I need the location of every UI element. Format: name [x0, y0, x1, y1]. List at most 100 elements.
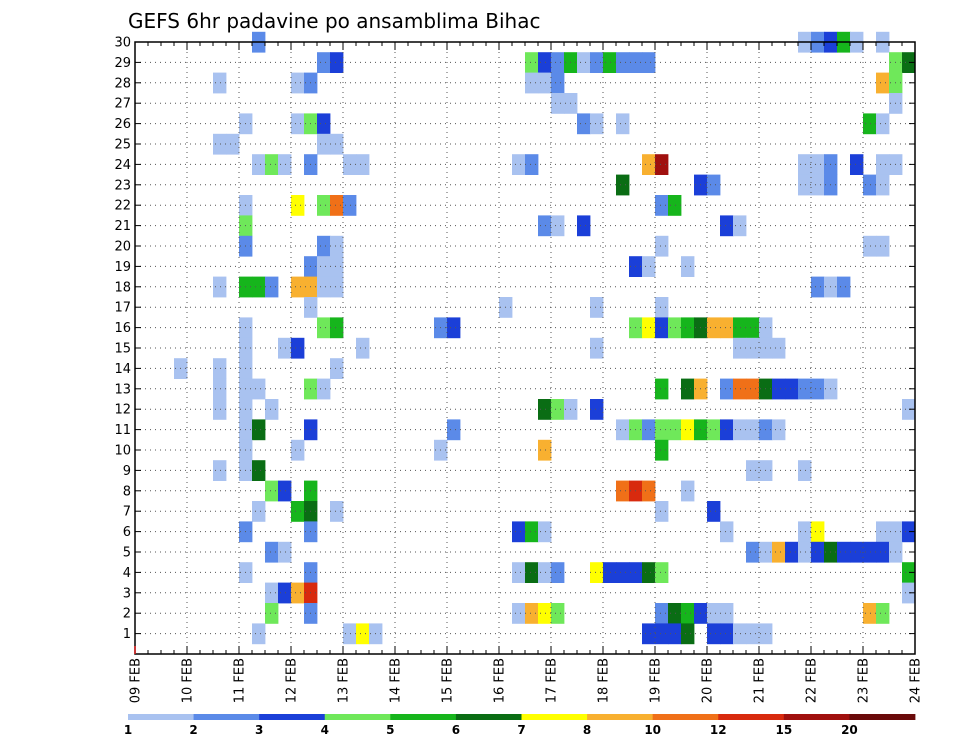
heatmap-cell	[707, 603, 721, 624]
heatmap-cell	[746, 419, 760, 441]
heatmap-cell	[668, 603, 682, 624]
heatmap-cell	[642, 154, 656, 175]
heatmap-cell	[811, 154, 825, 175]
heatmap-cell	[317, 378, 331, 400]
heatmap-cell	[655, 623, 669, 645]
heatmap-cell	[642, 480, 656, 502]
y-tick-label: 3	[123, 586, 131, 601]
heatmap-cell	[642, 562, 656, 583]
y-tick-label: 7	[123, 505, 131, 520]
heatmap-cell	[278, 154, 292, 175]
y-axis: 1234567891011121314151617181920212223242…	[114, 36, 915, 642]
heatmap-cell	[642, 623, 656, 645]
heatmap-cell	[811, 521, 825, 543]
legend-swatch	[128, 714, 194, 720]
heatmap-cell	[642, 52, 656, 73]
heatmap-cell	[317, 52, 331, 73]
heatmap-cell	[590, 399, 604, 420]
heatmap-cell	[538, 562, 552, 583]
legend-label: 7	[517, 723, 525, 737]
heatmap-cell	[811, 541, 825, 563]
heatmap-cell	[551, 215, 565, 237]
heatmap-cell	[330, 501, 344, 522]
heatmap-cell	[616, 52, 630, 73]
heatmap-cell	[902, 399, 916, 420]
heatmap-cell	[291, 337, 305, 359]
heatmap-cell	[746, 623, 760, 645]
heatmap-cell	[707, 317, 721, 339]
heatmap-cell	[876, 541, 890, 563]
legend-swatch	[652, 714, 719, 720]
heatmap-cell	[798, 154, 812, 175]
heatmap-cell	[343, 154, 357, 175]
heatmap-cell	[681, 256, 695, 277]
heatmap-cell	[538, 439, 552, 461]
heatmap-cell	[538, 399, 552, 420]
heatmap-cell	[525, 52, 539, 73]
y-tick-label: 12	[114, 403, 131, 418]
legend-swatch	[849, 714, 916, 720]
heatmap-cell	[252, 460, 266, 481]
y-tick-label: 30	[114, 36, 131, 51]
legend-swatch	[259, 714, 326, 720]
heatmap-cell	[265, 480, 279, 502]
heatmap-cell	[850, 154, 864, 175]
heatmap-cell	[551, 399, 565, 420]
heatmap-cell	[876, 154, 890, 175]
x-tick-label: 17 FEB	[545, 658, 560, 703]
heatmap-cell	[616, 480, 630, 502]
heatmap-cell	[863, 235, 877, 257]
heatmap-cell	[590, 113, 604, 135]
heatmap-cell	[330, 235, 344, 257]
heatmap-cell	[772, 378, 786, 400]
legend-label: 4	[321, 723, 329, 737]
heatmap-cell	[551, 72, 565, 94]
heatmap-cell	[291, 72, 305, 94]
heatmap-cell	[330, 358, 344, 379]
heatmap-cell	[720, 215, 734, 237]
heatmap-cell	[525, 562, 539, 583]
heatmap-cell	[655, 562, 669, 583]
heatmap-cell	[876, 603, 890, 624]
heatmap-cell	[538, 603, 552, 624]
x-tick-label: 21 FEB	[753, 658, 768, 703]
x-tick-label: 12 FEB	[285, 658, 300, 703]
heatmap-cell	[603, 562, 617, 583]
heatmap-cell	[213, 276, 227, 298]
heatmap-cell	[551, 562, 565, 583]
y-tick-label: 25	[114, 138, 131, 153]
x-tick-label: 14 FEB	[389, 658, 404, 703]
heatmap-cell	[655, 419, 669, 441]
heatmap-cell	[655, 603, 669, 624]
x-tick-label: 19 FEB	[649, 658, 664, 703]
heatmap-cell	[733, 378, 747, 400]
heatmap-cell	[616, 113, 630, 135]
legend-label: 20	[841, 723, 858, 737]
y-tick-label: 9	[123, 464, 131, 479]
heatmap-cell	[538, 72, 552, 94]
heatmap-cell	[603, 52, 617, 73]
heatmap-cell	[655, 154, 669, 175]
heatmap-cell	[798, 174, 812, 196]
x-tick-label: 16 FEB	[493, 658, 508, 703]
heatmap-cell	[707, 623, 721, 645]
heatmap-cell	[733, 337, 747, 359]
heatmap-cell	[577, 215, 591, 237]
heatmap-cell	[343, 623, 357, 645]
heatmap-cell	[837, 541, 851, 563]
y-tick-label: 4	[123, 566, 131, 581]
heatmap-cell	[772, 541, 786, 563]
heatmap-cell	[863, 174, 877, 196]
heatmap-cell	[278, 582, 292, 604]
heatmap-cell	[551, 52, 565, 73]
heatmap-cell	[720, 378, 734, 400]
heatmap-cell	[278, 337, 292, 359]
heatmap-cell	[265, 582, 279, 604]
heatmap-cell	[512, 562, 526, 583]
heatmap-cell	[681, 480, 695, 502]
heatmap-cell	[876, 235, 890, 257]
heatmap-cell	[356, 337, 370, 359]
heatmap-cell	[291, 195, 305, 216]
heatmap-cell	[317, 256, 331, 277]
